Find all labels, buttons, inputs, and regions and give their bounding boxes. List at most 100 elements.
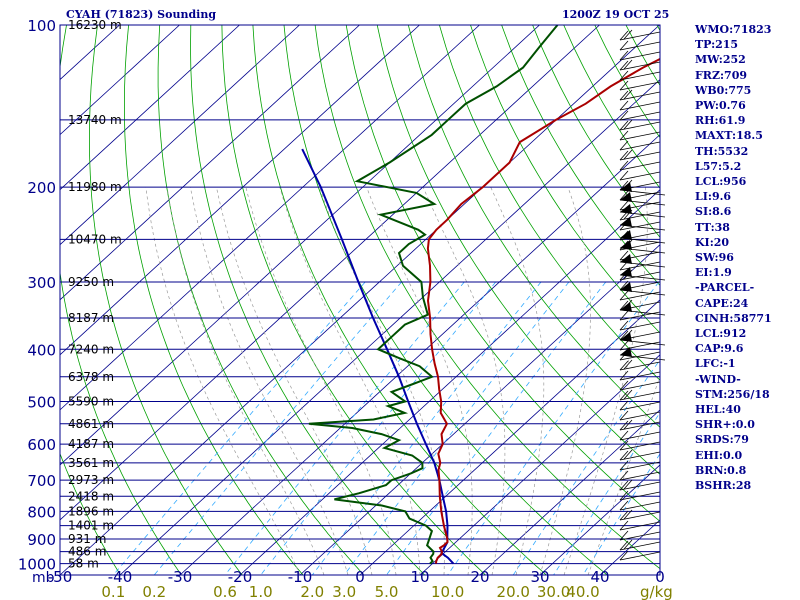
wind-barb [619,211,661,221]
dry-adiabat [60,452,121,575]
wind-barb-flag [619,390,629,401]
index-line: SW:96 [695,251,734,265]
wind-barb [619,501,661,511]
wind-pennant [620,230,632,240]
wind-barb-flag [619,550,629,561]
wind-barb-flag [619,190,629,201]
wind-barb-flag [619,50,629,61]
mixing-ratio-label: 5.0 [375,583,399,600]
wind-barb [619,237,666,244]
wind-barb [619,91,661,101]
wind-barb-flag [619,510,629,521]
mixing-ratio-label: 0.2 [142,583,166,600]
wind-barb [619,224,666,231]
mixing-ratio-line [311,281,542,575]
index-line: WMO:71823 [695,23,772,36]
wind-barb [619,261,661,271]
wind-barb [619,401,661,411]
dry-adiabat [376,25,660,475]
moist-adiabat [563,187,648,575]
wind-barb [619,431,661,441]
pressure-tick-label: 500 [27,393,56,411]
isotherm-line [299,244,660,575]
index-line: RH:61.9 [695,114,746,128]
isotherm-line [239,189,660,575]
mixing-ratio-label: 3.0 [332,583,356,600]
temperature-curve [426,57,660,564]
wind-barbs [619,29,666,561]
wind-barb [619,354,666,361]
wind-pennant [620,302,632,312]
wind-barb [619,411,661,421]
index-line: CINH:58771 [695,311,772,325]
wind-barb [619,451,661,461]
dry-adiabat [470,25,660,334]
wind-barb [619,271,661,281]
moist-adiabat [166,187,325,575]
wind-barb [619,321,661,331]
wind-barb-flag [619,530,629,541]
index-line: TT:38 [695,220,730,234]
wind-barb-flag [619,110,629,121]
wind-barb-flag [623,29,633,40]
index-line: EI:1.9 [695,266,732,280]
wind-barb-flag [619,400,629,411]
wind-barb-flag [623,479,633,490]
isotherm-line [60,25,540,466]
height-label: 4861 m [68,417,114,431]
isotherm-line [60,25,420,356]
height-label: 486 m [68,545,106,559]
temperature-tick-label: 20 [470,568,489,586]
plot-border [59,24,661,576]
pressure-tick-label: 900 [27,531,56,549]
moist-adiabat [245,187,397,575]
index-line: MAXT:18.5 [695,129,763,143]
wind-barb-flag [619,310,629,321]
wind-barb [619,211,666,218]
wind-barb-flag [619,320,629,331]
wind-barb [619,371,661,381]
height-label: 11980 m [68,180,122,194]
pressure-tick-label: 300 [27,274,56,292]
wind-barb [619,541,661,551]
pressure-tick-label: 800 [27,503,56,521]
height-label: 4187 m [68,437,114,451]
wind-barb [619,339,666,346]
wind-barb-flag [623,539,633,550]
wind-barb-flag [619,410,629,421]
temperature-tick-label: 30 [530,568,549,586]
height-label: 10470 m [68,232,122,246]
wind-barb-flag [619,470,629,481]
dry-adiabat [345,25,660,522]
isotherm-line [0,25,60,575]
index-line: -WIND- [695,372,741,386]
mixing-ratio-label: 30.0 [537,583,570,600]
wind-barb-flag [623,89,633,100]
index-line: HEL:40 [695,403,741,417]
temperature-tick-label: -20 [228,568,253,586]
wind-barb [619,471,661,481]
dry-adiabat [89,25,243,575]
index-line: TP:215 [695,38,739,52]
wind-pennant [620,204,632,214]
wind-barb-flag [619,360,629,371]
sounding-time: 1200Z 19 OCT 25 [562,8,670,21]
wind-barb-flag [619,160,629,171]
wind-barb [619,81,661,91]
height-label: 1896 m [68,504,114,518]
wind-barb-flag [619,450,629,461]
index-line: BSHR:28 [695,479,752,493]
wind-barb-flag [619,130,629,141]
wind-pennant [620,267,632,277]
wind-barb-flag [623,419,633,430]
wind-barb-flag [619,380,629,391]
height-label: 6378 m [68,370,114,384]
dry-adiabat [252,25,547,575]
pressure-tick-label: 400 [27,341,56,359]
moist-adiabat [190,187,349,575]
wind-barb-flag [623,449,633,460]
index-line: CAP:9.6 [695,342,744,356]
isotherm-line [479,409,660,575]
